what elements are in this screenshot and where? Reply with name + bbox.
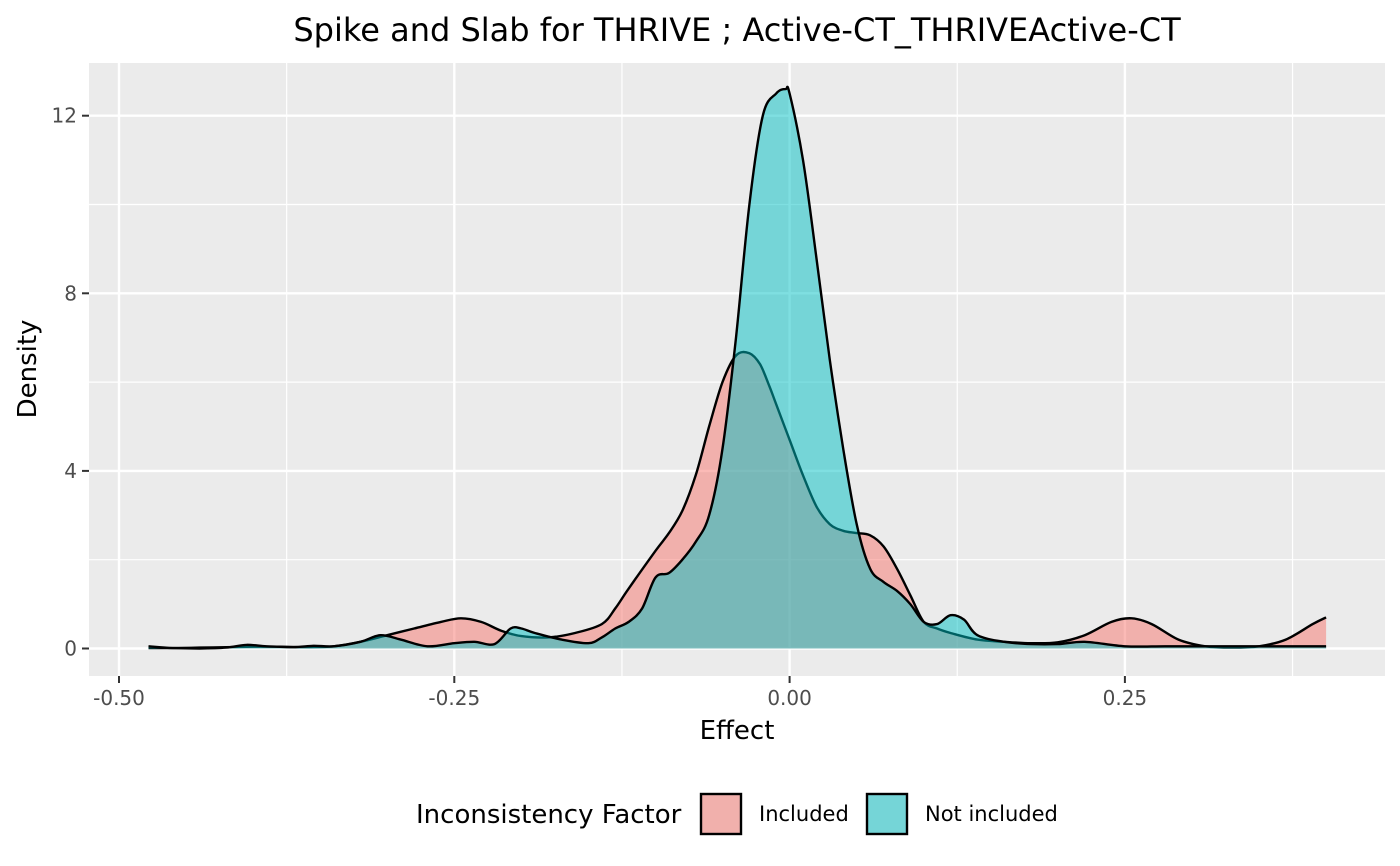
chart-title: Spike and Slab for THRIVE ; Active-CT_TH…: [293, 11, 1181, 49]
legend: Inconsistency Factor Included Not include…: [416, 792, 1058, 836]
legend-swatch-not-included: [865, 792, 909, 836]
y-tick-label: 8: [64, 281, 77, 305]
density-line-not-included: [148, 85, 1327, 650]
y-axis: 0 4 8 12: [52, 104, 89, 661]
legend-title: Inconsistency Factor: [416, 800, 682, 830]
series-layer: [148, 85, 1327, 650]
legend-swatch-included: [699, 792, 743, 836]
legend-label-included: Included: [759, 802, 849, 826]
y-axis-title: Density: [13, 320, 43, 419]
x-tick-label: 0.00: [767, 686, 812, 710]
density-area-not-included: [148, 86, 1327, 649]
x-axis: -0.50 -0.25 0.00 0.25: [93, 676, 1147, 710]
y-tick-label: 0: [64, 637, 77, 661]
y-tick-label: 4: [64, 459, 77, 483]
x-axis-title: Effect: [700, 716, 775, 746]
y-tick-label: 12: [52, 104, 77, 128]
x-tick-label: -0.25: [428, 686, 480, 710]
x-tick-label: 0.25: [1103, 686, 1148, 710]
x-tick-label: -0.50: [93, 686, 145, 710]
legend-label-not-included: Not included: [925, 802, 1058, 826]
